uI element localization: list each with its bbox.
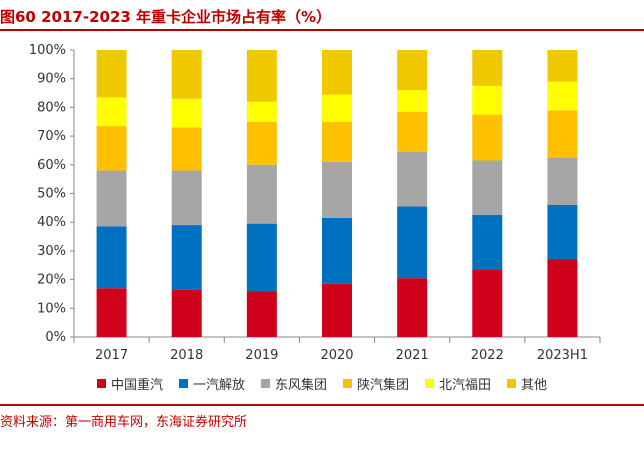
bar-segment: [96, 50, 127, 98]
bar-segment: [246, 50, 277, 102]
legend-item: 北汽福田: [425, 374, 491, 393]
bar-segment: [547, 110, 578, 158]
x-tick-label: 2020: [320, 348, 353, 363]
bar-segment: [397, 90, 428, 112]
bar-segment: [322, 217, 352, 284]
legend-label: 东风集团: [274, 378, 327, 393]
bar-segment: [171, 289, 202, 337]
y-tick-label: 20%: [37, 273, 66, 288]
bar-segment: [547, 204, 578, 260]
bar-segment: [322, 50, 352, 95]
x-tick-label: 2023H1: [537, 348, 588, 363]
stacked-bar-chart: 0% 10% 20% 30% 40% 50% 60% 70% 80% 90% 100% 2017 201…: [29, 43, 601, 363]
y-tick-label: 0%: [45, 330, 66, 345]
source-divider: [0, 404, 644, 406]
bar-segment: [322, 94, 352, 122]
bar-segment: [472, 114, 503, 161]
y-tick-label: 30%: [37, 244, 66, 259]
bar-segment: [322, 283, 352, 337]
bar-segment: [472, 269, 503, 337]
bar-segment: [547, 259, 578, 337]
bar-segment: [397, 151, 428, 207]
y-tick-label: 80%: [37, 100, 66, 115]
y-tick-label: 60%: [37, 158, 66, 173]
legend-item: 中国重汽: [96, 374, 163, 393]
bar-segment: [96, 97, 127, 127]
legend-item: 一汽解放: [178, 374, 245, 393]
legend-item: 其他: [507, 374, 547, 393]
legend-label: 其他: [521, 378, 548, 393]
bar-segment: [171, 98, 202, 128]
x-tick-label: 2018: [170, 348, 203, 363]
legend-swatch: [343, 379, 352, 388]
source-note: 资料来源：第一商用车网，东海证券研究所: [0, 415, 248, 430]
bar-segment: [246, 121, 277, 165]
chart-legend: 中国重汽 一汽解放 东风集团 陕汽集团 北汽福田 其他: [0, 374, 644, 393]
bar-segment: [246, 164, 277, 224]
bar-segment: [472, 160, 503, 216]
bar-segment: [472, 50, 503, 86]
y-tick-label: 70%: [37, 129, 66, 144]
y-tick-label: 50%: [37, 187, 66, 202]
bar-segment: [96, 226, 127, 289]
bar-segment: [547, 50, 578, 82]
bar-segment: [246, 291, 277, 337]
bar-segment: [322, 121, 352, 162]
legend-swatch: [96, 379, 106, 388]
legend-swatch: [425, 379, 435, 388]
legend-swatch: [260, 379, 270, 388]
y-tick-label: 100%: [29, 43, 66, 58]
y-tick-label: 90%: [37, 72, 66, 87]
bar-segment: [472, 85, 503, 115]
legend-label: 一汽解放: [192, 378, 245, 393]
x-tick-label: 2021: [396, 348, 429, 363]
bar-segment: [246, 101, 277, 122]
bar-segment: [171, 50, 202, 99]
bar-segment: [397, 111, 428, 152]
legend-label: 中国重汽: [110, 378, 163, 393]
bar-segment: [171, 127, 202, 171]
legend-swatch: [507, 379, 517, 388]
bar-segment: [397, 206, 428, 279]
bar-segment: [322, 161, 352, 218]
x-tick-label: 2017: [95, 348, 128, 363]
legend-item: 东风集团: [260, 374, 327, 393]
legend-swatch: [178, 379, 188, 388]
x-tick-label: 2022: [471, 348, 504, 363]
bar-segment: [96, 126, 127, 171]
legend-label: 北汽福田: [439, 378, 492, 393]
bar-segment: [547, 81, 578, 111]
y-tick-label: 10%: [37, 301, 66, 316]
bar-segment: [472, 215, 503, 270]
bar-segment: [246, 223, 277, 292]
bar-segment: [547, 157, 578, 205]
title-divider: [0, 29, 644, 31]
bar-segment: [397, 278, 428, 337]
bar-segment: [171, 170, 202, 226]
x-tick-label: 2019: [245, 348, 278, 363]
legend-item: 陕汽集团: [343, 374, 409, 393]
bar-segment: [397, 50, 428, 91]
legend-label: 陕汽集团: [357, 378, 410, 393]
y-tick-label: 40%: [37, 215, 66, 230]
bar-segment: [96, 288, 127, 337]
bar-segment: [96, 170, 127, 227]
bar-segment: [171, 225, 202, 290]
chart-title: 图60 2017-2023 年重卡企业市场占有率（%）: [0, 8, 332, 26]
